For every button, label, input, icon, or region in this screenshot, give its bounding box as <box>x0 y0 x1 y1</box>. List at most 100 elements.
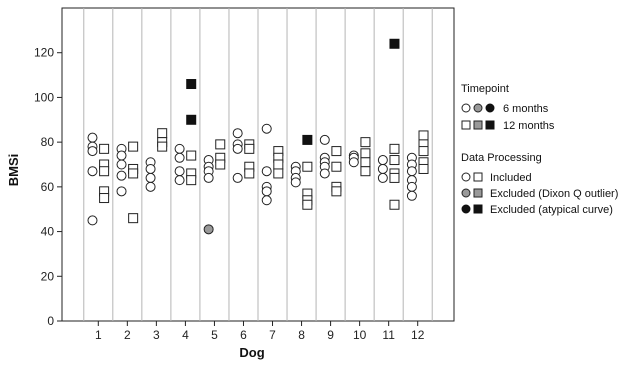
point-6-months <box>348 157 359 168</box>
point-12-months <box>128 213 139 224</box>
legend-dixon-square <box>473 188 483 198</box>
legend-atypical-circle <box>461 204 471 214</box>
point-6-months <box>290 177 301 188</box>
point-6-months <box>116 170 127 181</box>
point-12-months <box>331 146 342 157</box>
x-tick-label: 8 <box>298 328 305 342</box>
legend-atypical-square <box>473 204 483 214</box>
point-6-months <box>174 166 185 177</box>
point-6-months <box>232 143 243 154</box>
point-6-months <box>87 166 98 177</box>
point-12-months <box>273 159 284 170</box>
point-12-months <box>215 159 226 170</box>
point-12-months <box>99 166 110 177</box>
legend-12mo-included-marker <box>461 120 471 130</box>
legend-dixon-label: Excluded (Dixon Q outlier) <box>490 188 618 200</box>
point-6-months <box>406 181 417 192</box>
y-tick-label: 100 <box>34 90 54 104</box>
y-tick-label: 80 <box>41 135 55 149</box>
point-12-months <box>186 114 197 125</box>
point-12-months <box>244 168 255 179</box>
point-6-months <box>145 172 156 183</box>
x-axis-title: Dog <box>239 345 264 360</box>
point-12-months <box>215 139 226 150</box>
x-tick-label: 2 <box>124 328 131 342</box>
legend-included-circle <box>461 172 471 182</box>
point-12-months <box>128 168 139 179</box>
point-12-months <box>418 130 429 141</box>
y-tick-label: 0 <box>47 314 54 328</box>
point-6-months <box>145 181 156 192</box>
point-6-months <box>174 143 185 154</box>
legend-included-square <box>473 172 483 182</box>
point-6-months <box>377 163 388 174</box>
point-6-months <box>174 175 185 186</box>
x-tick-label: 5 <box>211 328 218 342</box>
y-tick-label: 40 <box>41 225 55 239</box>
x-tick-label: 12 <box>411 328 425 342</box>
x-tick-label: 10 <box>353 328 367 342</box>
y-tick-label: 20 <box>41 269 55 283</box>
point-12-months <box>302 199 313 210</box>
point-6-months <box>87 215 98 226</box>
point-12-months <box>273 168 284 179</box>
point-12-months <box>418 163 429 174</box>
legend-6-months-label: 6 months <box>503 103 549 115</box>
x-tick-label: 11 <box>382 328 395 342</box>
point-6-months <box>261 195 272 206</box>
point-6-months <box>261 186 272 197</box>
legend-6mo-atypical-marker <box>485 103 495 113</box>
point-6-months <box>232 128 243 139</box>
y-axis-title: BMSi <box>6 154 21 187</box>
point-6-months <box>116 186 127 197</box>
point-6-months <box>87 132 98 143</box>
point-12-months <box>331 186 342 197</box>
legend: Timepoint 6 months 12 months Data Proces… <box>461 83 618 216</box>
legend-included-label: Included <box>490 172 532 184</box>
data-points <box>87 38 429 235</box>
x-tick-label: 4 <box>182 328 189 342</box>
point-12-months <box>244 143 255 154</box>
x-tick-label: 9 <box>327 328 334 342</box>
point-12-months <box>186 175 197 186</box>
point-12-months <box>99 193 110 204</box>
point-6-months <box>377 172 388 183</box>
point-12-months <box>128 141 139 152</box>
point-12-months <box>331 161 342 172</box>
x-tick-label: 1 <box>95 328 102 342</box>
point-12-months <box>389 155 400 166</box>
point-6-months <box>406 190 417 201</box>
legend-dixon-circle <box>461 188 471 198</box>
point-12-months <box>389 172 400 183</box>
y-tick-label: 60 <box>41 180 55 194</box>
point-6-months <box>319 168 330 179</box>
x-tick-label: 6 <box>240 328 247 342</box>
point-6-months <box>145 163 156 174</box>
point-6-months <box>377 155 388 166</box>
point-6-months <box>261 166 272 177</box>
point-12-months <box>360 166 371 177</box>
point-6-months <box>232 172 243 183</box>
point-6-months <box>319 134 330 145</box>
y-tick-label: 120 <box>34 46 54 60</box>
point-12-months <box>186 150 197 161</box>
point-12-months <box>418 146 429 157</box>
x-axis: 1 2 3 4 5 6 7 8 9 10 11 12 <box>95 321 425 342</box>
point-12-months <box>389 199 400 210</box>
point-12-months <box>360 148 371 159</box>
point-6-months <box>116 159 127 170</box>
point-6-months <box>261 123 272 134</box>
point-12-months <box>157 141 168 152</box>
point-12-months <box>302 161 313 172</box>
point-12-months <box>99 143 110 154</box>
point-12-months <box>360 137 371 148</box>
point-6-months <box>203 224 214 235</box>
legend-processing-title: Data Processing <box>461 152 542 164</box>
legend-6mo-included-marker <box>461 103 471 113</box>
x-tick-label: 3 <box>153 328 160 342</box>
point-12-months <box>302 134 313 145</box>
x-tick-label: 7 <box>269 328 276 342</box>
point-12-months <box>186 79 197 90</box>
legend-6mo-dixon-marker <box>473 103 483 113</box>
